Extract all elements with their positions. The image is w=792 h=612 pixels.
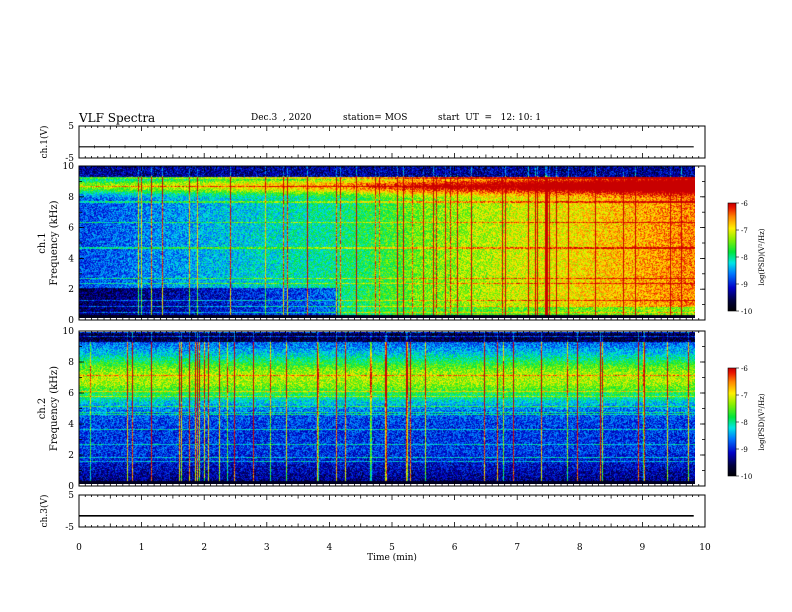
- colorbar-tick-label: -6: [741, 200, 748, 208]
- colorbar-tick-label: -7: [741, 227, 748, 235]
- y-tick-label: 5: [68, 122, 74, 132]
- ch1-spectrogram-image: [79, 166, 695, 318]
- station-label: station= MOS: [343, 113, 408, 123]
- x-tick-label: 10: [699, 543, 711, 553]
- y-tick-label: 4: [68, 254, 74, 264]
- colorbar-frame: [727, 367, 737, 477]
- ch2-spectrogram-image: [79, 332, 695, 484]
- y-tick-label: 6: [68, 224, 74, 234]
- y-tick-label: 6: [68, 389, 74, 399]
- colorbar-label: log(PSD)(V²/Hz): [758, 228, 766, 285]
- ylabel-channel: ch.2: [37, 398, 48, 420]
- x-tick-label: 3: [264, 543, 270, 553]
- y-tick-label: 0: [68, 316, 74, 326]
- y-tick-label: 8: [68, 358, 74, 368]
- y-tick-label: 5: [68, 491, 74, 501]
- x-axis-label: Time (min): [367, 552, 417, 563]
- y-tick-label: 10: [63, 162, 75, 172]
- x-tick-label: 7: [514, 543, 520, 553]
- ylabel-waveform: ch.1(V): [39, 126, 50, 159]
- x-tick-label: 9: [640, 543, 646, 553]
- start-time-label: start UT = 12: 10: 1: [438, 113, 542, 123]
- panel-frame-2: [78, 165, 706, 321]
- x-tick-label: 4: [327, 543, 333, 553]
- x-tick-label: 6: [452, 543, 458, 553]
- x-tick-label: 0: [76, 543, 82, 553]
- colorbar-label: log(PSD)(V²/Hz): [758, 393, 766, 450]
- colorbar-tick-label: -8: [741, 419, 748, 427]
- ylabel-channel: ch.1: [37, 232, 48, 254]
- observation-date: Dec.3 , 2020: [251, 113, 312, 123]
- colorbar-frame: [727, 202, 737, 312]
- panel-frame-3: [78, 330, 706, 487]
- y-tick-label: 10: [63, 327, 75, 337]
- x-tick-label: 8: [577, 543, 583, 553]
- figure-title: VLF Spectra: [79, 111, 156, 125]
- colorbar-tick-label: -9: [741, 281, 748, 289]
- ylabel-waveform: ch.3(V): [39, 495, 50, 528]
- y-tick-label: -5: [65, 523, 74, 533]
- ch2-colorbar: [728, 368, 736, 476]
- ch1-colorbar: [728, 203, 736, 311]
- colorbar-tick-label: -10: [741, 308, 752, 316]
- ylabel-frequency: Frequency (kHz): [49, 366, 60, 451]
- colorbar-tick-label: -10: [741, 473, 752, 481]
- ylabel-frequency: Frequency (kHz): [49, 200, 60, 285]
- x-tick-label: 1: [139, 543, 145, 553]
- colorbar-tick-label: -9: [741, 446, 748, 454]
- y-tick-label: 4: [68, 420, 74, 430]
- colorbar-tick-label: -8: [741, 254, 748, 262]
- x-tick-label: 5: [389, 543, 395, 553]
- y-tick-label: 8: [68, 193, 74, 203]
- y-tick-label: -5: [65, 154, 74, 164]
- colorbar-tick-label: -6: [741, 365, 748, 373]
- y-tick-label: 2: [68, 451, 74, 461]
- colorbar-tick-label: -7: [741, 392, 748, 400]
- y-tick-label: 2: [68, 285, 74, 295]
- x-tick-label: 2: [201, 543, 207, 553]
- y-tick-label: 0: [68, 482, 74, 492]
